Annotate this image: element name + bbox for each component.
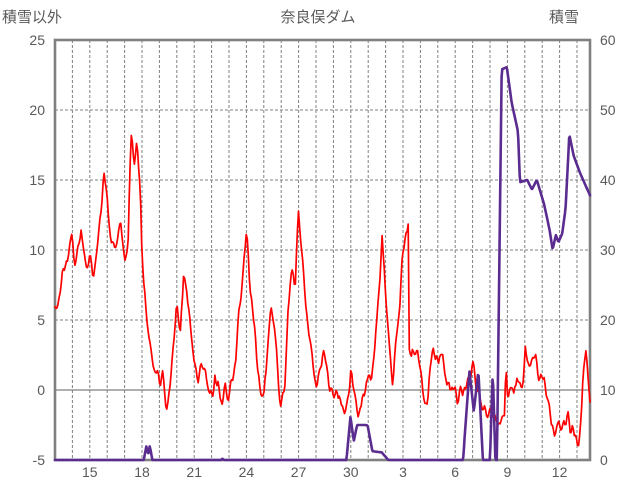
svg-text:27: 27 xyxy=(291,464,307,480)
svg-text:18: 18 xyxy=(134,464,150,480)
svg-text:6: 6 xyxy=(451,464,459,480)
svg-text:25: 25 xyxy=(29,32,45,48)
svg-text:60: 60 xyxy=(600,32,616,48)
svg-text:15: 15 xyxy=(29,172,45,188)
svg-text:0: 0 xyxy=(37,382,45,398)
svg-text:30: 30 xyxy=(343,464,359,480)
svg-text:30: 30 xyxy=(600,242,616,258)
svg-text:-5: -5 xyxy=(33,452,46,468)
svg-text:24: 24 xyxy=(239,464,255,480)
svg-text:10: 10 xyxy=(600,382,616,398)
svg-text:40: 40 xyxy=(600,172,616,188)
svg-text:9: 9 xyxy=(504,464,512,480)
svg-text:20: 20 xyxy=(600,312,616,328)
svg-text:0: 0 xyxy=(600,452,608,468)
svg-text:20: 20 xyxy=(29,102,45,118)
svg-text:5: 5 xyxy=(37,312,45,328)
svg-text:15: 15 xyxy=(82,464,98,480)
svg-text:12: 12 xyxy=(552,464,568,480)
svg-text:50: 50 xyxy=(600,102,616,118)
svg-text:3: 3 xyxy=(399,464,407,480)
svg-text:10: 10 xyxy=(29,242,45,258)
svg-text:21: 21 xyxy=(186,464,202,480)
